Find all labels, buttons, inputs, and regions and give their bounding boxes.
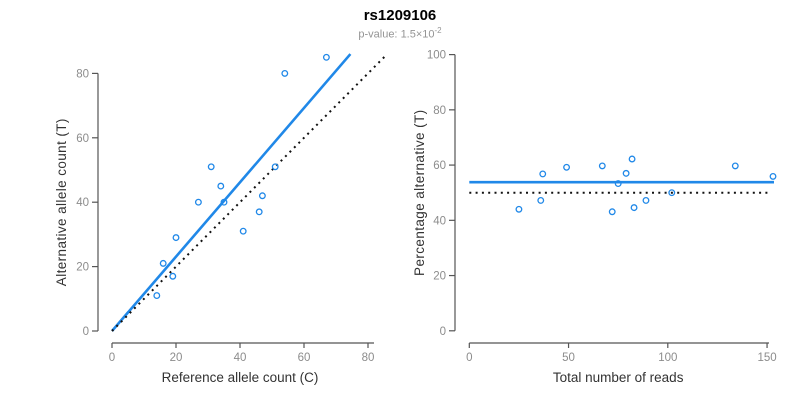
x-axis-title: Total number of reads [553, 370, 684, 385]
y-tick-label: 80 [76, 68, 89, 80]
pvalue-mantissa: 1.5×10 [400, 28, 435, 41]
data-point [153, 292, 161, 300]
pvalue-exponent: -2 [434, 26, 442, 35]
x-tick-label: 100 [658, 352, 677, 364]
data-point [642, 196, 650, 204]
y-axis-title: Alternative allele count (T) [54, 118, 69, 286]
x-tick-label: 0 [466, 352, 472, 364]
data-point [271, 163, 279, 171]
data-point [539, 170, 547, 178]
data-point [769, 172, 777, 180]
right-plot: 0 20 40 60 80 100 0 50 100 150 Total number of rea… [412, 50, 777, 385]
data-point [239, 227, 247, 235]
x-tick-label: 80 [362, 352, 375, 364]
y-tick-label: 0 [83, 326, 89, 338]
data-point [622, 169, 630, 177]
data-point [207, 163, 215, 171]
data-point [322, 53, 330, 61]
data-point [255, 208, 263, 216]
y-tick-label: 60 [76, 133, 89, 145]
data-point [169, 272, 177, 280]
plot-title: rs1209106 [363, 7, 437, 24]
left-plot: 0 20 40 60 80 0 20 40 60 80 Reference allele count… [54, 53, 388, 385]
data-point [159, 259, 167, 267]
data-point [598, 162, 606, 170]
plot-subtitle: p-value: 1.5×10-2 [0, 26, 800, 41]
data-point [563, 163, 571, 171]
x-tick-label: 0 [109, 352, 115, 364]
data-point [668, 189, 676, 197]
y-tick-label: 40 [433, 215, 446, 227]
x-tick-label: 40 [234, 352, 247, 364]
x-tick-label: 150 [757, 352, 776, 364]
data-point [281, 69, 289, 77]
data-point [614, 180, 622, 188]
data-point [731, 162, 739, 170]
data-point [630, 204, 638, 212]
data-point [220, 198, 228, 206]
x-tick-label: 50 [562, 352, 575, 364]
x-tick-label: 20 [170, 352, 183, 364]
data-point [515, 205, 523, 213]
y-tick-label: 20 [433, 271, 446, 283]
data-point [258, 192, 266, 200]
data-point [194, 198, 202, 206]
identity-line [111, 53, 388, 332]
x-axis-title: Reference allele count (C) [162, 370, 319, 385]
data-point [537, 196, 545, 204]
x-tick-label: 60 [298, 352, 311, 364]
pvalue-label: p-value: [358, 28, 401, 41]
y-tick-label: 60 [433, 160, 446, 172]
data-point [172, 234, 180, 242]
data-point [628, 155, 636, 163]
y-tick-label: 80 [433, 105, 446, 117]
data-point [608, 208, 616, 216]
y-tick-label: 40 [76, 197, 89, 209]
y-tick-label: 0 [440, 326, 446, 338]
y-tick-label: 20 [76, 262, 89, 274]
data-point [217, 182, 225, 190]
regression-line [111, 53, 352, 332]
y-tick-label: 100 [427, 50, 446, 62]
y-axis-title: Percentage alternative (T) [412, 109, 427, 275]
